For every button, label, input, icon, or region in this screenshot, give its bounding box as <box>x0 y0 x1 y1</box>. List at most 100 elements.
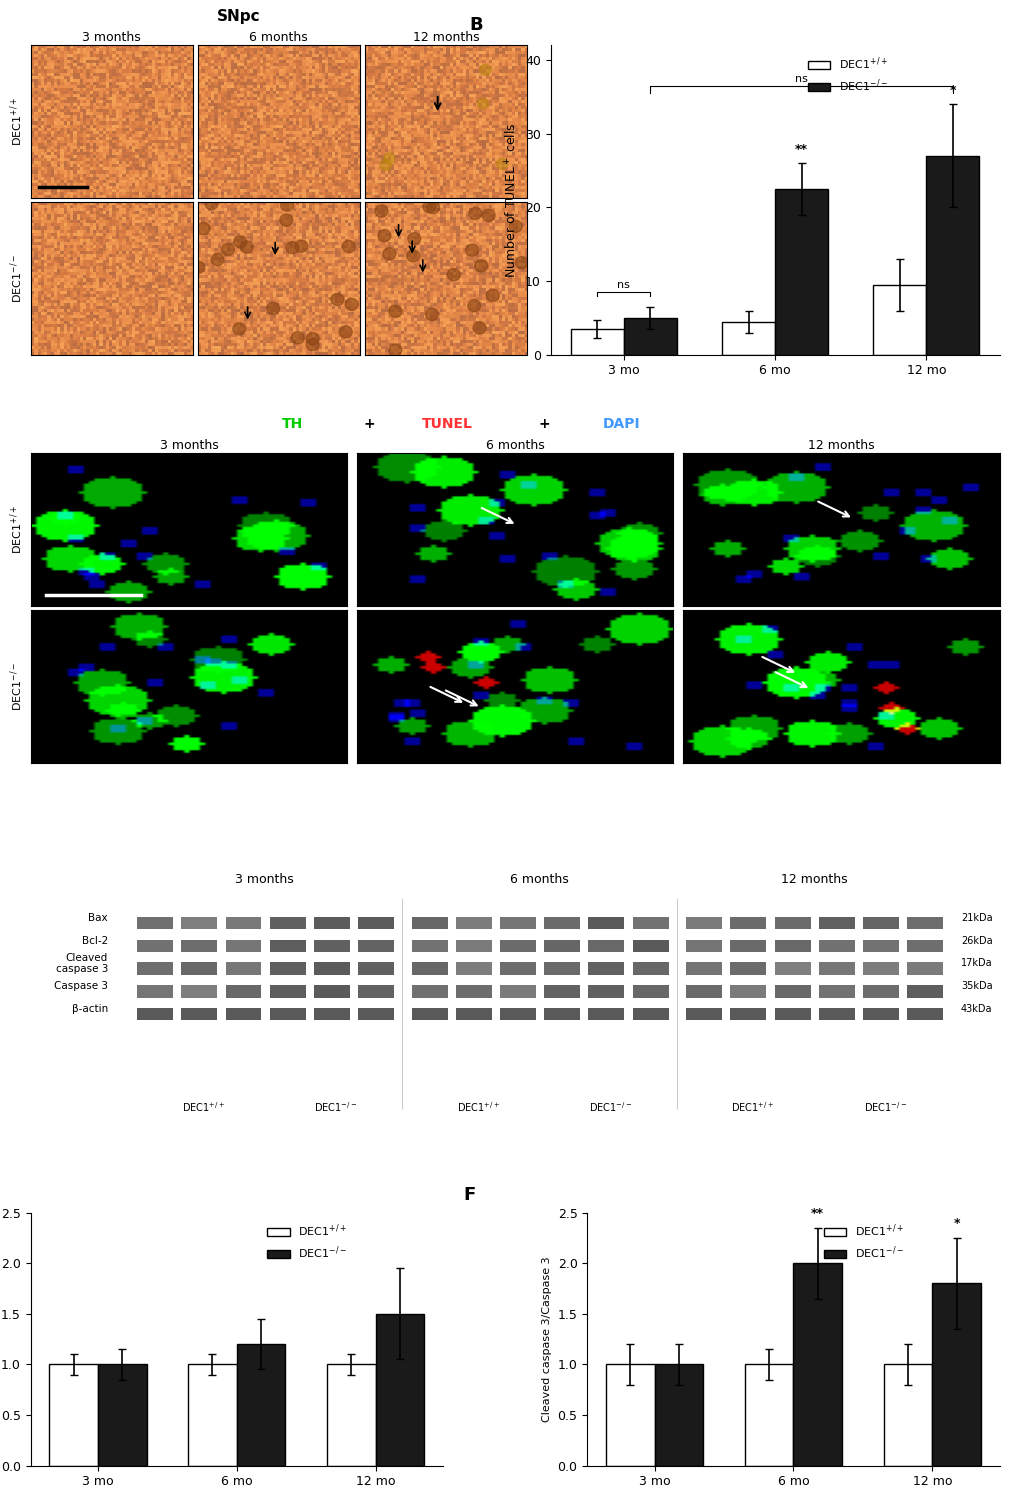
Bar <box>588 1008 624 1020</box>
Bar <box>314 917 350 929</box>
Bar <box>358 985 393 997</box>
Bar <box>269 940 306 952</box>
Bar <box>544 940 580 952</box>
Bar <box>138 985 173 997</box>
Bar <box>412 963 447 975</box>
Y-axis label: DEC1$^{+/+}$: DEC1$^{+/+}$ <box>8 505 25 553</box>
Bar <box>236 1345 285 1466</box>
Bar <box>721 322 774 355</box>
Text: 12 months: 12 months <box>780 873 847 887</box>
Text: ns: ns <box>795 74 807 83</box>
Circle shape <box>211 254 224 266</box>
Text: +: + <box>538 417 549 432</box>
Title: 6 months: 6 months <box>249 32 308 44</box>
Bar <box>327 1364 375 1466</box>
Text: Caspase 3: Caspase 3 <box>54 981 108 991</box>
Bar <box>269 917 306 929</box>
Text: TH: TH <box>281 417 303 432</box>
Circle shape <box>375 205 387 218</box>
Bar <box>455 940 491 952</box>
Text: +: + <box>364 417 375 432</box>
Bar <box>882 1364 931 1466</box>
Bar <box>455 985 491 997</box>
Bar <box>588 985 624 997</box>
Bar <box>412 940 447 952</box>
Text: Bcl-2: Bcl-2 <box>82 935 108 946</box>
Circle shape <box>378 230 390 242</box>
Bar <box>744 1364 793 1466</box>
Text: 21kDa: 21kDa <box>960 913 991 923</box>
Bar <box>818 985 854 997</box>
Bar <box>624 317 677 355</box>
Bar <box>906 985 943 997</box>
Bar <box>571 329 624 355</box>
Text: DEC1$^{-/-}$: DEC1$^{-/-}$ <box>863 1100 906 1114</box>
Text: SNpc: SNpc <box>217 9 261 24</box>
Circle shape <box>465 245 478 257</box>
Title: 12 months: 12 months <box>412 32 479 44</box>
Circle shape <box>339 326 352 338</box>
Bar <box>632 963 667 975</box>
Circle shape <box>468 299 480 311</box>
Bar <box>906 1008 943 1020</box>
Text: 43kDa: 43kDa <box>960 1003 991 1014</box>
Text: ns: ns <box>616 280 630 290</box>
Circle shape <box>479 65 490 76</box>
Text: 35kDa: 35kDa <box>960 981 991 991</box>
Circle shape <box>306 338 319 351</box>
Bar <box>181 917 217 929</box>
Circle shape <box>515 257 528 269</box>
Bar <box>773 963 810 975</box>
Circle shape <box>290 332 304 345</box>
Bar <box>181 985 217 997</box>
Legend: DEC1$^{+/+}$, DEC1$^{-/-}$: DEC1$^{+/+}$, DEC1$^{-/-}$ <box>802 51 891 98</box>
Bar <box>773 985 810 997</box>
Circle shape <box>486 289 498 302</box>
Bar <box>862 940 898 952</box>
Bar <box>872 284 925 355</box>
Title: 3 months: 3 months <box>83 32 141 44</box>
Bar <box>686 940 721 952</box>
Bar <box>544 917 580 929</box>
Bar <box>187 1364 236 1466</box>
Bar <box>925 156 978 355</box>
Bar <box>906 917 943 929</box>
Bar <box>931 1283 980 1466</box>
Circle shape <box>473 322 485 334</box>
Bar <box>588 940 624 952</box>
Bar <box>412 1008 447 1020</box>
Bar <box>138 963 173 975</box>
Bar <box>314 985 350 997</box>
Bar <box>499 963 535 975</box>
Circle shape <box>279 215 292 227</box>
Text: Cleaved
caspase 3: Cleaved caspase 3 <box>56 952 108 975</box>
Circle shape <box>330 293 343 305</box>
Bar <box>499 940 535 952</box>
Legend: DEC1$^{+/+}$, DEC1$^{-/-}$: DEC1$^{+/+}$, DEC1$^{-/-}$ <box>819 1218 908 1266</box>
Bar <box>544 963 580 975</box>
Bar <box>862 917 898 929</box>
Bar <box>269 1008 306 1020</box>
Bar <box>269 985 306 997</box>
Bar <box>686 963 721 975</box>
Bar <box>225 963 261 975</box>
Circle shape <box>383 153 394 163</box>
Text: F: F <box>463 1186 475 1204</box>
Bar <box>358 917 393 929</box>
Bar <box>138 940 173 952</box>
Text: DEC1$^{+/+}$: DEC1$^{+/+}$ <box>731 1100 773 1114</box>
Circle shape <box>221 243 234 255</box>
Circle shape <box>382 248 395 260</box>
Bar <box>632 1008 667 1020</box>
Y-axis label: DEC1$^{-/-}$: DEC1$^{-/-}$ <box>8 662 25 710</box>
Bar <box>773 917 810 929</box>
Circle shape <box>426 201 439 213</box>
Bar <box>314 940 350 952</box>
Bar <box>544 1008 580 1020</box>
Bar <box>793 1263 842 1466</box>
Bar <box>358 963 393 975</box>
Bar <box>818 917 854 929</box>
Circle shape <box>496 159 507 169</box>
Bar <box>730 940 765 952</box>
Title: 6 months: 6 months <box>485 440 544 452</box>
